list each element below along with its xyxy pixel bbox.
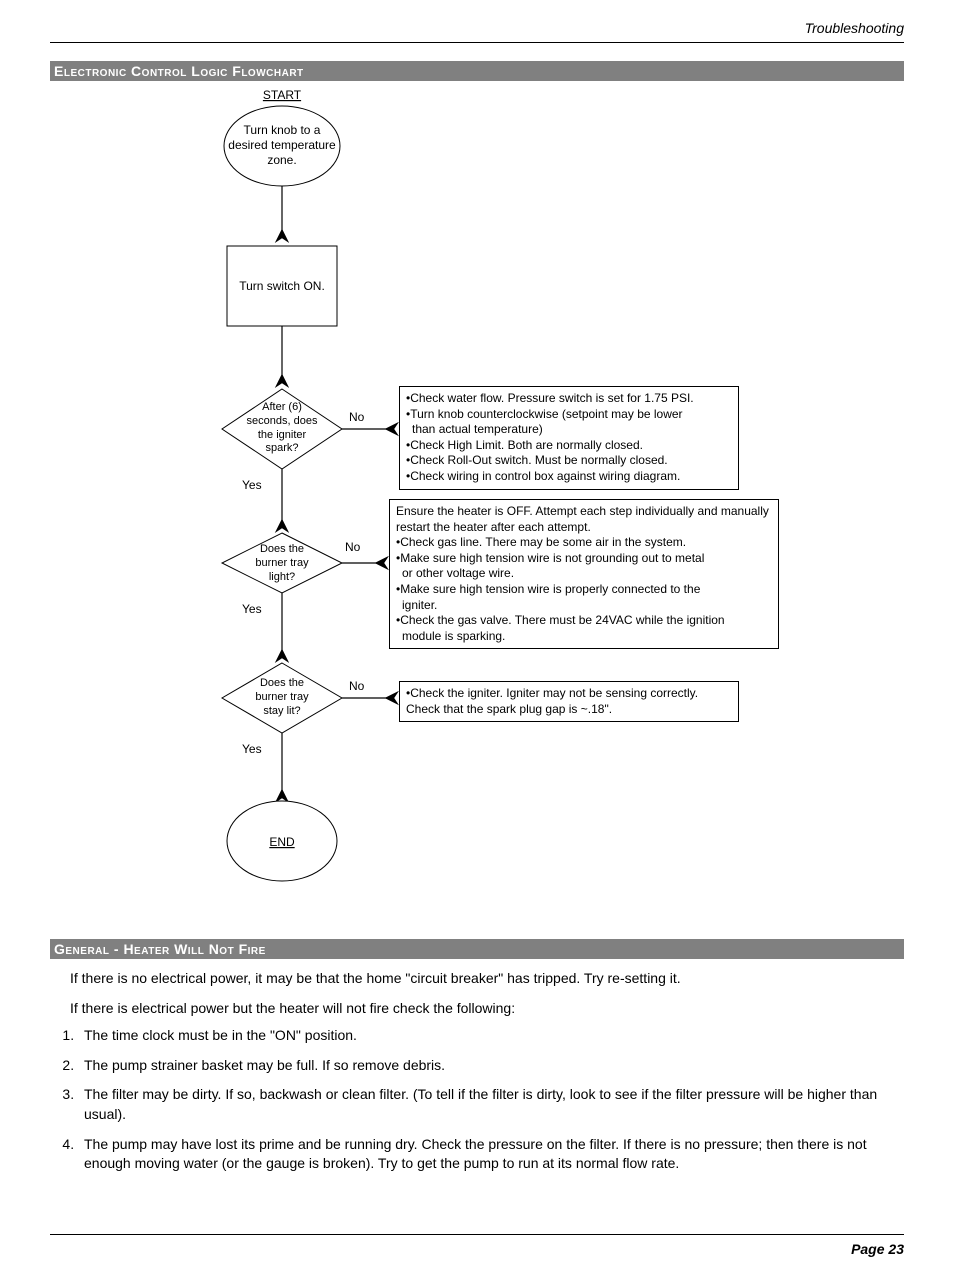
end-label: END <box>269 835 295 849</box>
note-box-1: •Check water flow. Pressure switch is se… <box>399 386 739 490</box>
section1-title: Electronic Control Logic Flowchart <box>54 63 304 79</box>
box2-l2: •Check gas line. There may be some air i… <box>396 535 772 551</box>
box3-l1: •Check the igniter. Igniter may not be s… <box>406 686 732 717</box>
page-header: Troubleshooting <box>50 20 904 43</box>
page-footer: Page 23 <box>50 1234 904 1257</box>
node-start-text: Turn knob to a desired temperature zone. <box>224 123 340 168</box>
section-bar-general: General - Heater Will Not Fire <box>50 939 904 959</box>
box2-l4b: igniter. <box>396 598 772 614</box>
general-p2: If there is electrical power but the hea… <box>50 999 904 1019</box>
list-item-2: The pump strainer basket may be full. If… <box>78 1056 904 1076</box>
box1-l1: •Check water flow. Pressure switch is se… <box>406 391 732 407</box>
box2-l5b: module is sparking. <box>396 629 772 645</box>
note-box-3: •Check the igniter. Igniter may not be s… <box>399 681 739 722</box>
section-bar-flowchart: Electronic Control Logic Flowchart <box>50 61 904 81</box>
d3-yes: Yes <box>242 742 262 756</box>
general-list: The time clock must be in the "ON" posit… <box>50 1026 904 1174</box>
d2-no: No <box>345 540 361 554</box>
list-item-3: The filter may be dirty. If so, backwash… <box>78 1085 904 1124</box>
box1-l2b: than actual temperature) <box>406 422 732 438</box>
d3-no: No <box>349 679 365 693</box>
d2-yes: Yes <box>242 602 262 616</box>
note-box-2: Ensure the heater is OFF. Attempt each s… <box>389 499 779 649</box>
list-item-1: The time clock must be in the "ON" posit… <box>78 1026 904 1046</box>
decision-burner-light-text: Does the burner tray light? <box>245 543 319 584</box>
box2-l1: Ensure the heater is OFF. Attempt each s… <box>396 504 772 535</box>
d1-yes: Yes <box>242 478 262 492</box>
box2-l4: •Make sure high tension wire is properly… <box>396 582 772 598</box>
d1-no: No <box>349 410 365 424</box>
decision-igniter-text: After (6) seconds, does the igniter spar… <box>242 401 322 456</box>
box1-l5: •Check wiring in control box against wir… <box>406 469 732 485</box>
decision-burner-staylit-text: Does the burner tray stay lit? <box>245 677 319 718</box>
box1-l2: •Turn knob counterclockwise (setpoint ma… <box>406 407 732 423</box>
box2-l5: •Check the gas valve. There must be 24VA… <box>396 613 772 629</box>
general-p1: If there is no electrical power, it may … <box>50 969 904 989</box>
box2-l3: •Make sure high tension wire is not grou… <box>396 551 772 567</box>
box1-l4: •Check Roll-Out switch. Must be normally… <box>406 453 732 469</box>
flowchart-container: START Yes No Yes No Yes No END Turn knob <box>87 81 867 921</box>
list-item-4: The pump may have lost its prime and be … <box>78 1135 904 1174</box>
section2-title: General - Heater Will Not Fire <box>54 941 266 957</box>
start-label: START <box>263 88 302 102</box>
header-title: Troubleshooting <box>805 20 904 36</box>
box1-l3: •Check High Limit. Both are normally clo… <box>406 438 732 454</box>
node-switch-text: Turn switch ON. <box>232 279 332 294</box>
box2-l3b: or other voltage wire. <box>396 566 772 582</box>
page-number: Page 23 <box>851 1241 904 1257</box>
